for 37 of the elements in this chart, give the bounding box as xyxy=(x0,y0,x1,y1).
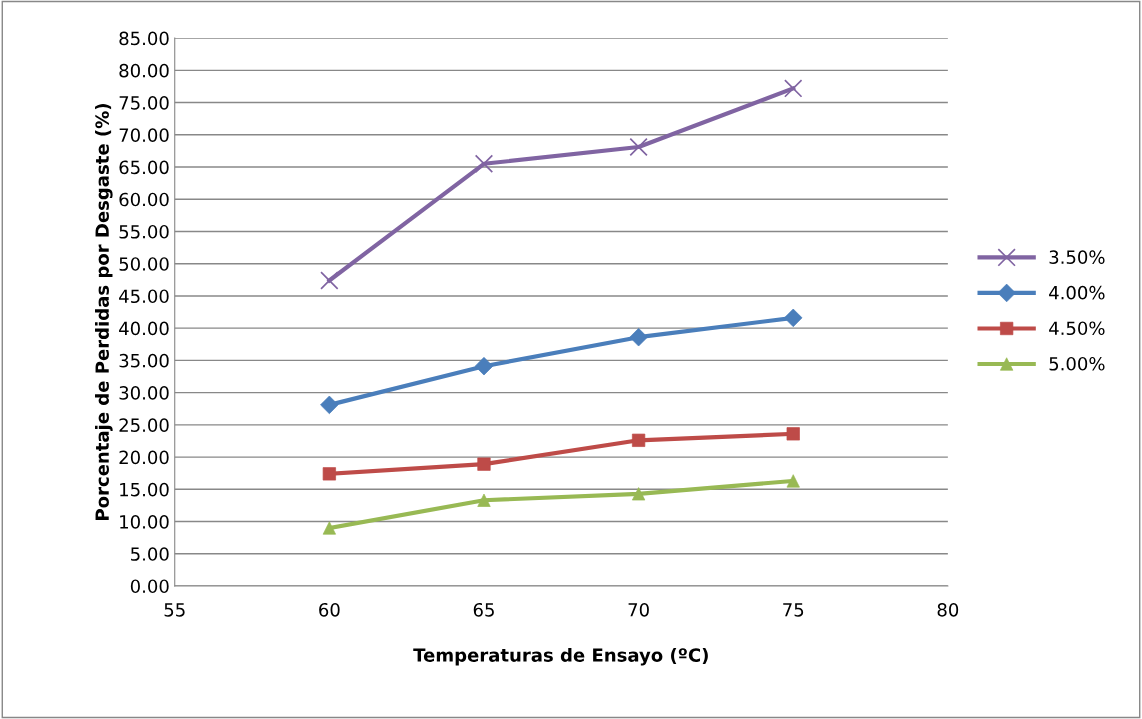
y-tick-label: 15.00 xyxy=(120,482,169,497)
x-tick-label: 70 xyxy=(628,602,649,617)
y-tick-label: 45.00 xyxy=(119,289,169,304)
y-tick-label: 30.00 xyxy=(119,386,169,400)
y-tick-label: 55.00 xyxy=(119,224,169,239)
y-tick-label: 10.00 xyxy=(120,514,169,529)
y-tick-label: 75.00 xyxy=(119,96,169,110)
y-tick-label: 20.00 xyxy=(119,450,169,465)
x-axis-title: Temperaturas de Ensayo (ºC) xyxy=(413,647,708,666)
y-tick-label: 85.00 xyxy=(119,31,169,46)
y-tick-label: 65.00 xyxy=(119,160,169,175)
point xyxy=(629,327,648,347)
point xyxy=(629,137,648,157)
y-tick-label: 80.00 xyxy=(119,63,169,78)
x-tick-label: 55 xyxy=(164,603,185,617)
x-tick-label: 65 xyxy=(473,602,494,617)
legend-label: 3.50% xyxy=(1049,250,1105,264)
y-tick-label: 70.00 xyxy=(119,128,169,142)
point xyxy=(784,79,803,98)
y-tick-label: 0.00 xyxy=(130,579,169,594)
y-tick-label: 50.00 xyxy=(119,257,169,271)
y-tick-label: 40.00 xyxy=(119,321,169,336)
x-tick-label: 75 xyxy=(783,603,804,617)
y-tick-label: 25.00 xyxy=(119,418,169,432)
x-tick-label: 80 xyxy=(937,602,959,617)
legend-label: 4.00% xyxy=(1049,285,1105,300)
point xyxy=(474,154,494,173)
x-tick-label: 60 xyxy=(319,602,340,617)
point xyxy=(320,271,339,290)
y-axis-title: Porcentaje de Perdidas por Desgaste (%) xyxy=(95,104,113,520)
y-tick-label: 35.00 xyxy=(119,353,169,368)
y-tick-label: 60.00 xyxy=(119,192,169,207)
legend-label: 4.50% xyxy=(1049,321,1105,336)
point xyxy=(477,493,491,507)
y-tick-label: 5.00 xyxy=(131,547,169,561)
point xyxy=(320,395,339,415)
legend-label: 5.00% xyxy=(1049,356,1105,371)
